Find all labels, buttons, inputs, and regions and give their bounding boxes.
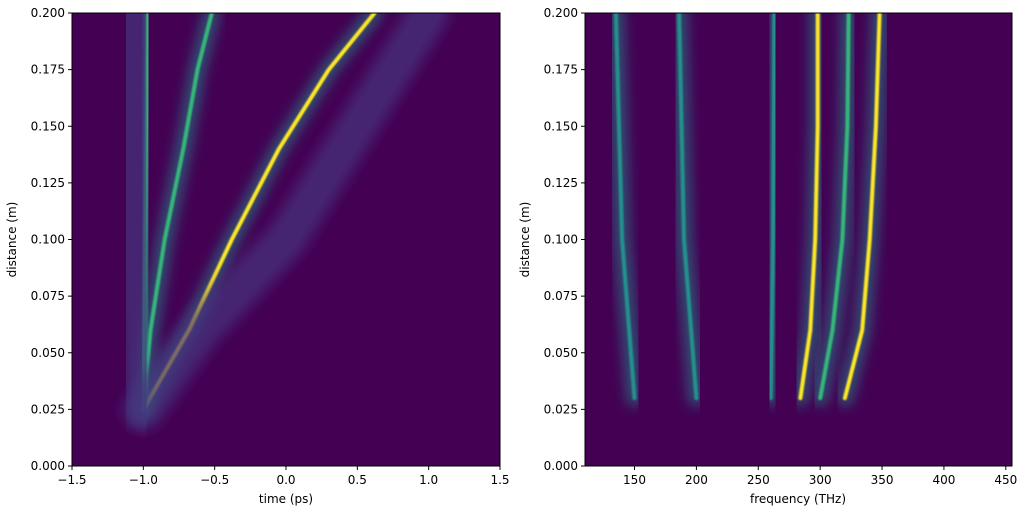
spectral-line — [818, 13, 851, 401]
y-tick-label: 0.100 — [31, 233, 65, 247]
left-plot: −1.5 −1.0 −0.5 0.0 0.5 1.0 1.5 0.000 0.025 0.050 0… — [5, 6, 510, 506]
y-tick-label: 0.025 — [544, 402, 578, 416]
spectral-line — [613, 13, 637, 401]
x-tick-label: 1.0 — [419, 473, 438, 487]
spectral-line — [677, 13, 699, 401]
x-tick-label: 300 — [809, 473, 832, 487]
y-tick-label: 0.050 — [31, 346, 65, 360]
y-tick-label: 0.100 — [544, 233, 578, 247]
x-tick-label: 450 — [994, 473, 1017, 487]
y-tick-label: 0.075 — [544, 289, 578, 303]
y-tick-label: 0.175 — [544, 63, 578, 77]
x-tick-label: 200 — [685, 473, 708, 487]
y-tick-label: 0.150 — [31, 119, 65, 133]
x-axis-label: frequency (THz) — [750, 492, 846, 506]
y-axis-label: distance (m) — [5, 202, 19, 278]
spectral-line — [768, 13, 777, 401]
x-axis-label: time (ps) — [259, 492, 313, 506]
y-tick-label: 0.050 — [544, 346, 578, 360]
x-tick-label: 350 — [871, 473, 894, 487]
y-tick-label: 0.075 — [31, 289, 65, 303]
y-tick-label: 0.125 — [31, 176, 65, 190]
x-tick-label: 150 — [623, 473, 646, 487]
y-tick-label: 0.200 — [31, 6, 65, 20]
right-plot: 150 200 250 300 350 400 450 0.000 0.025 0.050 0.07… — [518, 6, 1017, 506]
y-tick-label: 0.150 — [544, 119, 578, 133]
y-tick-label: 0.175 — [31, 63, 65, 77]
y-tick-label: 0.200 — [544, 6, 578, 20]
y-tick-label: 0.000 — [544, 459, 578, 473]
x-tick-label: −1.0 — [129, 473, 158, 487]
y-axis-label: distance (m) — [518, 202, 532, 278]
y-tick-label: 0.000 — [31, 459, 65, 473]
y-tick-label: 0.025 — [31, 402, 65, 416]
dispersive-wave-glow — [123, 13, 449, 430]
x-tick-label: 0.0 — [276, 473, 295, 487]
x-tick-label: −0.5 — [200, 473, 229, 487]
x-tick-label: 250 — [747, 473, 770, 487]
x-tick-label: 400 — [932, 473, 955, 487]
spectral-line — [798, 13, 820, 401]
axes: 150 200 250 300 350 400 450 0.000 0.025 0.050 0.07… — [544, 6, 1018, 487]
dispersive-wave-glow — [109, 13, 164, 430]
x-tick-label: −1.5 — [57, 473, 86, 487]
x-tick-label: 1.5 — [490, 473, 509, 487]
plot-area — [585, 13, 1012, 466]
plot-area — [72, 13, 500, 466]
y-tick-label: 0.125 — [544, 176, 578, 190]
spectral-line — [842, 13, 882, 401]
x-tick-label: 0.5 — [348, 473, 367, 487]
axes: −1.5 −1.0 −0.5 0.0 0.5 1.0 1.5 0.000 0.025 0.050 0… — [31, 6, 510, 487]
